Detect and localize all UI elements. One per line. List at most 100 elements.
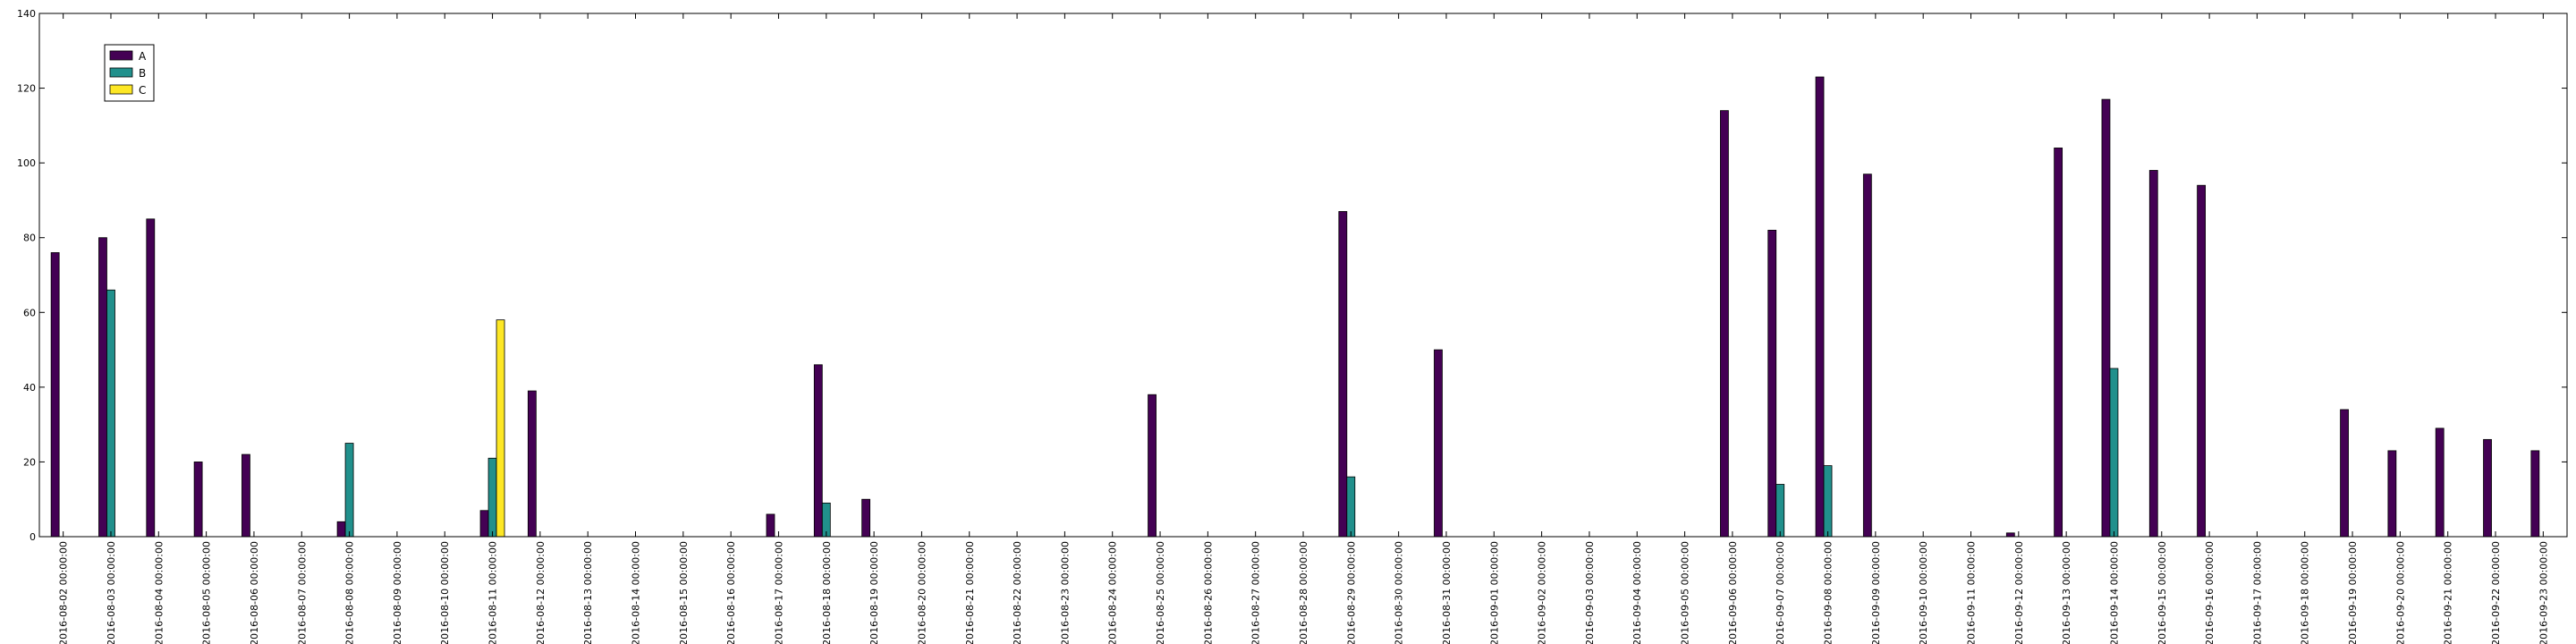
legend: ABC bbox=[104, 44, 155, 102]
bar-B-9 bbox=[487, 457, 497, 538]
x-tick-label: 2016-08-09 00:00:00 bbox=[392, 541, 403, 644]
bar-C-9 bbox=[496, 319, 505, 538]
bar-B-27 bbox=[1346, 476, 1356, 538]
x-tick-label: 2016-08-02 00:00:00 bbox=[58, 541, 70, 644]
x-tick-label: 2016-08-23 00:00:00 bbox=[1059, 541, 1071, 644]
x-tick-label: 2016-08-25 00:00:00 bbox=[1155, 541, 1166, 644]
bar-A-1 bbox=[98, 237, 107, 538]
bar-A-49 bbox=[2387, 450, 2397, 538]
y-tick-label: 60 bbox=[23, 307, 36, 318]
x-tick-label: 2016-09-05 00:00:00 bbox=[1680, 541, 1691, 644]
y-tick-label: 120 bbox=[17, 83, 36, 95]
bar-A-36 bbox=[1767, 229, 1777, 538]
bar-A-10 bbox=[527, 390, 537, 538]
bar-A-52 bbox=[2530, 450, 2540, 538]
x-tick-label: 2016-08-05 00:00:00 bbox=[201, 541, 213, 644]
x-axis: 2016-08-02 00:00:00 2016-08-03 00:00:00 20… bbox=[58, 13, 2549, 644]
x-tick-label: 2016-08-03 00:00:00 bbox=[106, 541, 117, 644]
y-tick-label: 100 bbox=[17, 157, 36, 169]
x-tick-label: 2016-09-14 00:00:00 bbox=[2108, 541, 2120, 644]
x-tick-label: 2016-08-19 00:00:00 bbox=[869, 541, 880, 644]
x-tick-label: 2016-09-22 00:00:00 bbox=[2490, 541, 2502, 644]
x-tick-label: 2016-08-12 00:00:00 bbox=[535, 541, 547, 644]
x-tick-label: 2016-08-04 00:00:00 bbox=[153, 541, 165, 644]
bar-A-16 bbox=[813, 364, 823, 538]
x-tick-label: 2016-08-21 00:00:00 bbox=[964, 541, 976, 644]
bar-A-45 bbox=[2197, 184, 2206, 538]
x-tick-label: 2016-09-04 00:00:00 bbox=[1631, 541, 1643, 644]
x-tick-label: 2016-09-21 00:00:00 bbox=[2443, 541, 2454, 644]
x-tick-label: 2016-08-24 00:00:00 bbox=[1107, 541, 1119, 644]
y-tick-label: 20 bbox=[23, 456, 36, 468]
x-tick-label: 2016-08-06 00:00:00 bbox=[249, 541, 260, 644]
x-tick-label: 2016-09-06 00:00:00 bbox=[1727, 541, 1739, 644]
x-tick-label: 2016-08-29 00:00:00 bbox=[1345, 541, 1357, 644]
bar-A-0 bbox=[50, 252, 60, 538]
bar-A-41 bbox=[2005, 532, 2015, 538]
x-tick-label: 2016-08-31 00:00:00 bbox=[1441, 541, 1453, 644]
x-tick-label: 2016-08-18 00:00:00 bbox=[821, 541, 833, 644]
x-tick-label: 2016-08-07 00:00:00 bbox=[296, 541, 308, 644]
x-tick-label: 2016-09-03 00:00:00 bbox=[1584, 541, 1596, 644]
bar-B-6 bbox=[344, 443, 354, 538]
bar-A-50 bbox=[2435, 428, 2445, 538]
bar-A-23 bbox=[1148, 394, 1157, 538]
y-tick-label: 80 bbox=[23, 233, 36, 244]
x-tick-label: 2016-08-28 00:00:00 bbox=[1298, 541, 1309, 644]
legend-swatch-A bbox=[109, 50, 133, 61]
y-tick-label: 0 bbox=[30, 531, 36, 543]
bar-A-48 bbox=[2340, 409, 2349, 538]
x-tick-label: 2016-09-01 00:00:00 bbox=[1488, 541, 1500, 644]
x-tick-label: 2016-09-19 00:00:00 bbox=[2347, 541, 2359, 644]
bar-B-36 bbox=[1775, 484, 1785, 538]
bar-A-44 bbox=[2148, 170, 2158, 538]
x-tick-label: 2016-09-13 00:00:00 bbox=[2061, 541, 2072, 644]
x-tick-label: 2016-09-10 00:00:00 bbox=[1918, 541, 1929, 644]
x-tick-label: 2016-09-23 00:00:00 bbox=[2538, 541, 2549, 644]
x-tick-label: 2016-08-30 00:00:00 bbox=[1394, 541, 1405, 644]
bar-A-37 bbox=[1815, 76, 1825, 538]
x-tick-label: 2016-08-08 00:00:00 bbox=[344, 541, 356, 644]
bar-B-43 bbox=[2109, 368, 2119, 538]
y-tick-label: 40 bbox=[23, 382, 36, 394]
bar-A-3 bbox=[193, 462, 203, 538]
legend-label-B: B bbox=[139, 67, 146, 80]
bar-A-15 bbox=[766, 513, 775, 538]
x-tick-label: 2016-08-20 00:00:00 bbox=[916, 541, 928, 644]
x-tick-label: 2016-08-14 00:00:00 bbox=[631, 541, 642, 644]
x-tick-label: 2016-09-07 00:00:00 bbox=[1775, 541, 1786, 644]
bar-B-1 bbox=[106, 289, 115, 538]
bar-A-4 bbox=[242, 453, 250, 538]
x-tick-label: 2016-09-15 00:00:00 bbox=[2157, 541, 2168, 644]
x-tick-label: 2016-09-09 00:00:00 bbox=[1870, 541, 1882, 644]
x-tick-label: 2016-09-08 00:00:00 bbox=[1823, 541, 1835, 644]
plot-area bbox=[39, 13, 2567, 537]
legend-swatch-B bbox=[109, 67, 133, 78]
x-tick-label: 2016-09-17 00:00:00 bbox=[2251, 541, 2263, 644]
x-tick-label: 2016-09-18 00:00:00 bbox=[2300, 541, 2311, 644]
y-axis: 0 20 40 60 80 100 120 140 bbox=[17, 8, 2567, 543]
legend-label-A: A bbox=[139, 50, 147, 63]
bar-A-6 bbox=[336, 521, 346, 538]
bar-A-42 bbox=[2054, 148, 2063, 538]
legend-label-C: C bbox=[139, 84, 146, 97]
x-tick-label: 2016-08-13 00:00:00 bbox=[582, 541, 594, 644]
bars-group bbox=[50, 76, 2540, 538]
y-tick-label: 140 bbox=[17, 8, 36, 20]
plot-frame bbox=[38, 13, 2568, 538]
x-tick-label: 2016-08-10 00:00:00 bbox=[439, 541, 451, 644]
x-tick-label: 2016-09-20 00:00:00 bbox=[2394, 541, 2406, 644]
bar-A-29 bbox=[1434, 349, 1443, 538]
x-tick-label: 2016-09-02 00:00:00 bbox=[1537, 541, 1548, 644]
legend-swatch-C bbox=[109, 84, 133, 95]
bar-A-38 bbox=[1862, 174, 1872, 538]
x-tick-label: 2016-08-27 00:00:00 bbox=[1250, 541, 1262, 644]
bar-A-9 bbox=[479, 510, 489, 538]
x-tick-label: 2016-08-15 00:00:00 bbox=[678, 541, 690, 644]
x-tick-label: 2016-09-12 00:00:00 bbox=[2013, 541, 2025, 644]
bar-A-35 bbox=[1719, 110, 1729, 538]
bar-A-17 bbox=[861, 498, 871, 538]
bar-A-27 bbox=[1338, 211, 1348, 538]
